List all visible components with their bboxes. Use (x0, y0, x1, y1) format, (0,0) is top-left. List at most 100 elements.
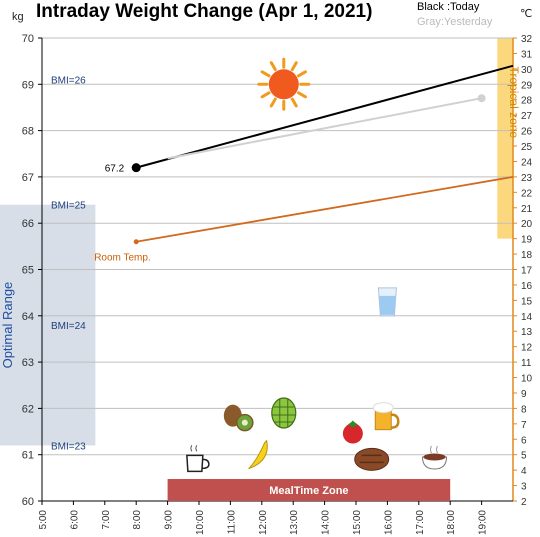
series-marker (133, 239, 139, 245)
steak-body (354, 447, 390, 471)
right-tick-label: 11 (521, 358, 532, 369)
bmi-label: BMI=25 (51, 201, 86, 212)
optimal-range-label: Optimal Range (0, 282, 15, 369)
sun-ray (260, 91, 271, 99)
bmi-labels: BMI=26 BMI=25 BMI=24 BMI=23 (51, 76, 86, 453)
chart-title: Intraday Weight Change (Apr 1, 2021) (36, 1, 372, 22)
cup-steam (190, 445, 198, 452)
mug-handle (391, 413, 400, 429)
coffee-cup-icon (186, 445, 210, 473)
right-unit-label: ℃ (520, 8, 532, 20)
x-tick-label: 18:00 (446, 510, 457, 535)
glass-water (379, 295, 396, 315)
tomato-leaf (347, 420, 358, 428)
right-tick-label: 22 (521, 188, 533, 199)
room-temp-label: Room Temp. (94, 253, 151, 264)
kiwi-core (241, 419, 248, 426)
steak-icon (354, 447, 390, 471)
x-tick-label: 13:00 (289, 510, 300, 535)
sun-disc (268, 69, 299, 100)
cup-body (186, 454, 204, 473)
sun-ray (269, 61, 277, 72)
x-tick-label: 5:00 (38, 510, 49, 530)
right-tick-label: 17 (521, 266, 533, 277)
right-tick-label: 3 (521, 482, 527, 493)
right-tick-label: 12 (521, 343, 533, 354)
bowl-body (421, 456, 448, 470)
cherimoya-body (271, 397, 297, 429)
left-tick-label: 70 (22, 33, 34, 45)
right-tick-label: 16 (521, 281, 533, 292)
series-line-room-temp (136, 176, 514, 243)
left-axis: 60 61 62 63 64 65 66 67 68 69 70 (22, 33, 43, 508)
sun-ray (260, 70, 271, 78)
tropical-zone-band (497, 38, 513, 239)
sun-ray (290, 97, 298, 108)
right-tick-label: 21 (521, 204, 533, 215)
sun-ray (297, 91, 307, 99)
right-tick-label: 20 (521, 219, 533, 230)
left-tick-label: 61 (22, 450, 34, 462)
food-icons (186, 57, 448, 473)
mug-foam (372, 402, 394, 414)
right-tick-label: 19 (521, 235, 533, 246)
right-tick-label: 30 (521, 65, 533, 76)
right-tick-label: 25 (521, 142, 533, 153)
left-tick-label: 65 (22, 265, 34, 277)
tropical-zone-label: Tropical zone (507, 67, 521, 139)
left-tick-label: 62 (22, 403, 34, 415)
x-tick-label: 17:00 (415, 510, 426, 535)
right-tick-label: 28 (521, 96, 533, 107)
right-tick-label: 24 (521, 157, 533, 168)
bowl-steam (430, 445, 438, 454)
left-unit-label: kg (12, 11, 24, 23)
left-tick-label: 64 (22, 311, 34, 323)
left-tick-label: 66 (22, 218, 34, 230)
right-tick-label: 10 (521, 374, 533, 385)
series-line-yesterday (167, 97, 482, 160)
bmi-label: BMI=26 (51, 76, 86, 87)
series-marker (131, 163, 141, 173)
kiwi-icon (223, 404, 254, 432)
right-tick-label: 6 (521, 435, 527, 446)
water-glass-icon (377, 287, 397, 317)
meal-time-zone-label: MealTime Zone (269, 485, 348, 497)
x-tick-label: 11:00 (226, 510, 237, 535)
right-tick-label: 13 (521, 327, 533, 338)
optimal-range-band (0, 204, 96, 446)
left-tick-label: 60 (22, 496, 34, 508)
x-tick-label: 15:00 (352, 510, 363, 535)
cherimoya-icon (271, 397, 297, 429)
x-tick-label: 8:00 (132, 510, 143, 530)
right-tick-label: 9 (521, 389, 527, 400)
right-tick-label: 7 (521, 420, 527, 431)
right-tick-label: 32 (521, 34, 533, 45)
banana-icon (248, 439, 268, 470)
tomato-icon (342, 420, 363, 444)
series-marker (477, 94, 486, 103)
steak-grill (359, 454, 384, 464)
beer-mug-icon (372, 402, 400, 431)
x-tick-label: 7:00 (101, 510, 112, 530)
right-axis: 2345678910111213141516171819202122232425… (512, 34, 533, 508)
right-tick-label: 15 (521, 296, 533, 307)
legend-yesterday: Gray:Yesterday (417, 16, 493, 28)
right-tick-label: 27 (521, 111, 533, 122)
meal-time-zone-band (167, 479, 451, 501)
sun-ray (297, 70, 307, 78)
x-tick-label: 10:00 (195, 510, 206, 535)
bmi-label: BMI=23 (51, 441, 86, 452)
right-tick-label: 14 (521, 312, 533, 323)
right-tick-label: 23 (521, 173, 533, 184)
left-tick-label: 67 (22, 172, 34, 184)
soup-bowl-icon (421, 445, 448, 470)
sun-ray (269, 97, 277, 108)
x-tick-label: 9:00 (164, 510, 175, 530)
x-tick-label: 16:00 (383, 510, 394, 535)
bowl-soup (423, 453, 446, 461)
right-tick-label: 5 (521, 451, 527, 462)
right-tick-label: 8 (521, 404, 527, 415)
series-line-today (135, 64, 514, 169)
right-tick-label: 29 (521, 80, 533, 91)
